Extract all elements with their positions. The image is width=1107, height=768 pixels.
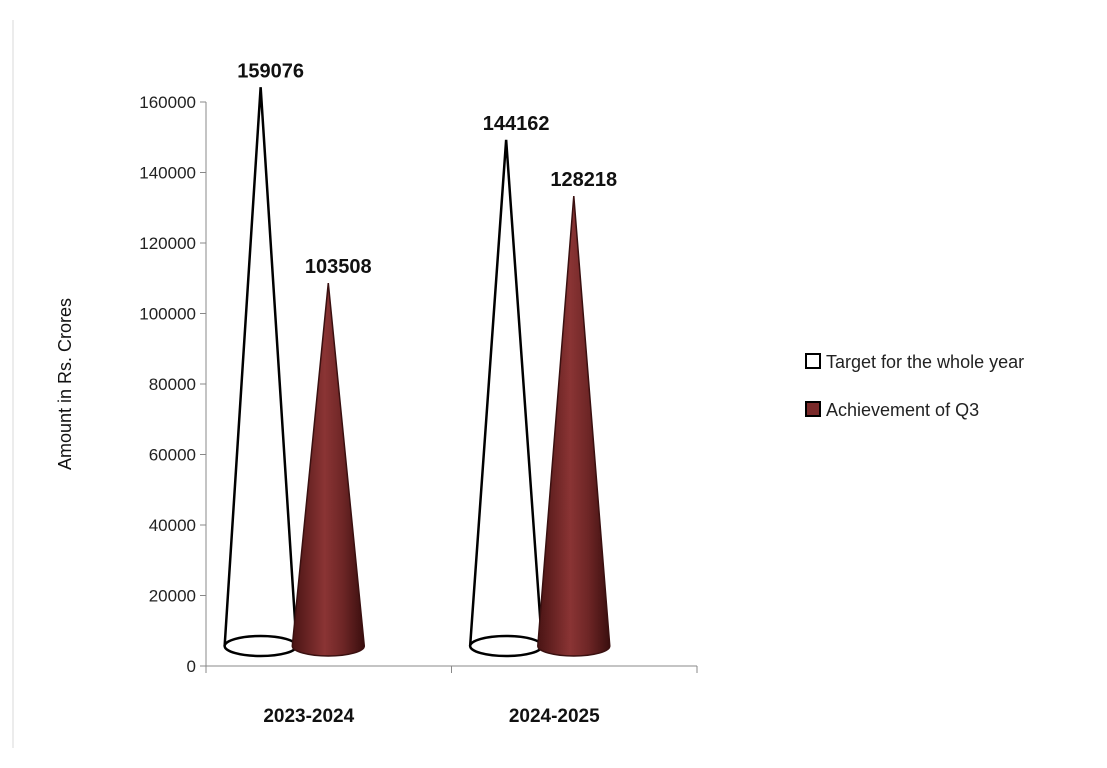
x-category-label: 2024-2025 [509,706,600,727]
legend-label: Target for the whole year [826,352,1024,372]
y-tick-label: 120000 [139,234,196,253]
y-tick-label: 40000 [149,516,196,535]
legend-swatch [806,354,820,368]
y-axis-title: Amount in Rs. Crores [55,298,75,470]
data-label: 159076 [237,60,304,82]
y-tick-label: 0 [187,657,196,676]
x-category-label: 2023-2024 [263,706,354,727]
y-tick-label: 20000 [149,587,196,606]
cone-target-base [225,636,297,656]
legend-label: Achievement of Q3 [826,400,979,420]
data-label: 144162 [483,113,550,135]
cone-target-base [470,636,542,656]
data-label: 103508 [305,256,372,278]
legend-swatch [806,402,820,416]
y-tick-label: 80000 [149,375,196,394]
y-tick-label: 160000 [139,93,196,112]
y-tick-label: 100000 [139,305,196,324]
y-tick-label: 60000 [149,446,196,465]
y-tick-label: 140000 [139,164,196,183]
data-label: 128218 [550,169,617,191]
